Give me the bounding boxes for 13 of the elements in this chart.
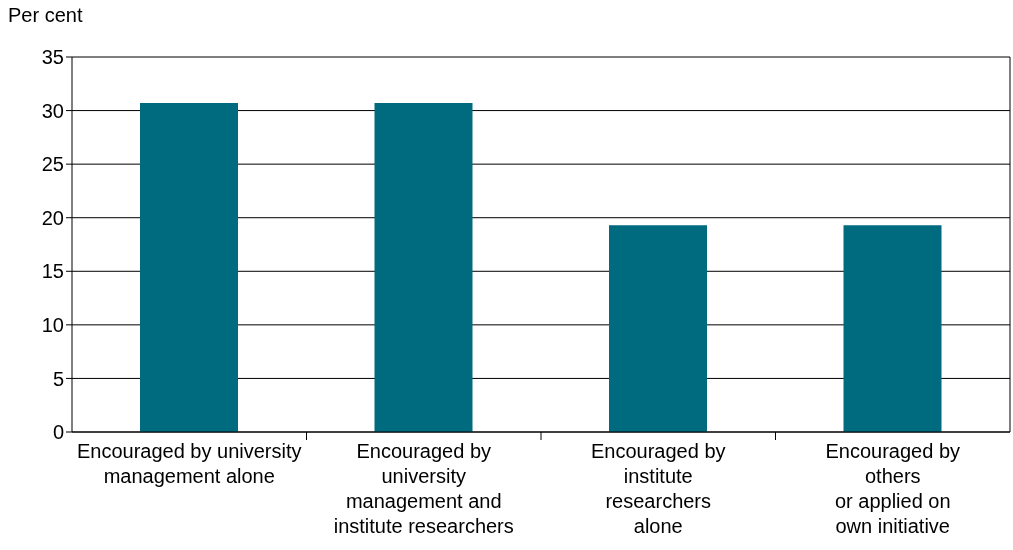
- y-tick-label: 0: [52, 421, 64, 444]
- y-tick-label: 25: [41, 153, 64, 176]
- y-tick-label: 15: [41, 260, 64, 283]
- x-tick-label: Encouraged by others or applied on own initiative: [825, 440, 961, 537]
- y-axis-title: Per cent: [8, 4, 83, 27]
- x-tick-label: Encouraged by university management and institute researchers: [333, 440, 514, 537]
- x-tick-label: Encouraged by university management alone: [76, 440, 302, 487]
- y-tick-label: 10: [41, 313, 64, 336]
- y-tick-label: 30: [41, 99, 64, 122]
- y-tick-label: 35: [41, 46, 64, 69]
- y-tick-label: 20: [41, 206, 64, 229]
- y-tick-label: 5: [52, 367, 64, 390]
- x-tick-label: Encouraged by institute researchers alone: [590, 440, 726, 537]
